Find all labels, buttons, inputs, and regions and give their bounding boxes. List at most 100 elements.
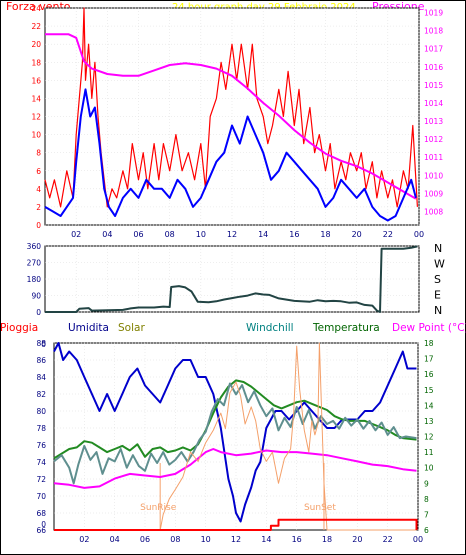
y-left-tick-label: 4 <box>36 185 41 194</box>
y-left-tick-label: 70 <box>36 492 46 501</box>
x-tick-label: 08 <box>165 230 175 239</box>
y-right-tick-label: 1018 <box>424 27 443 36</box>
y-right-tick-label: 1013 <box>424 117 443 126</box>
y-left-tick-label: 8 <box>36 149 41 158</box>
compass-label: N <box>434 242 442 255</box>
y-left-tick-label: 12 <box>31 113 41 122</box>
x-tick-label: 16 <box>289 230 299 239</box>
x-ticks: 02 04 06 08 10 12 14 16 18 20 22 00 <box>71 230 424 239</box>
y-right-tick-label: 1014 <box>424 99 443 108</box>
series-forza-vento-max <box>44 7 418 208</box>
legend-windchill: Windchill <box>246 322 294 334</box>
compass-label: S <box>434 273 441 286</box>
y-left-tick-label: 66 <box>36 526 46 535</box>
y-left-tick-label: 88 <box>36 339 46 348</box>
y-left-tick-label: 82 <box>36 390 46 399</box>
y-right-tick-label: 14 <box>424 401 434 410</box>
x-tick-label: 14 <box>261 535 271 544</box>
x-tick-label: 08 <box>170 535 180 544</box>
y-right-tick-label: 10 <box>424 464 434 473</box>
y-left-tick-label: 80 <box>36 407 46 416</box>
y-left-tick-label: 84 <box>36 373 46 382</box>
series-solar <box>54 342 417 531</box>
legend-temperatura: Temperatura <box>312 322 380 334</box>
series-umidita <box>53 342 417 523</box>
x-tick-label: 22 <box>383 535 393 544</box>
y-left-tick-label: 10 <box>31 131 41 140</box>
y-left-tick-label: 270 <box>27 259 42 268</box>
legend-umidita: Umidita <box>68 322 109 334</box>
series-pioggia <box>54 518 418 531</box>
y-left-tick-label: 74 <box>36 458 46 467</box>
x-tick-label: 18 <box>322 535 332 544</box>
compass-label: W <box>434 258 445 271</box>
y-right-ticks: 1008 1009 1010 1011 1012 1013 1014 1015 1016 1017… <box>424 9 443 217</box>
y-right-tick-label: 1011 <box>424 153 443 162</box>
y-left-tick-label: 20 <box>31 40 41 49</box>
x-tick-label: 12 <box>227 230 237 239</box>
y-left-tick-label: 180 <box>27 275 42 284</box>
x-tick-label: 14 <box>258 230 268 239</box>
legend-pioggia: Pioggia <box>0 322 38 334</box>
x-tick-label: 16 <box>292 535 302 544</box>
y-left-tick-label: 22 <box>31 22 41 31</box>
x-tick-label: 22 <box>383 230 393 239</box>
x-tick-label: 00 <box>413 535 423 544</box>
y-right-tick-label: 11 <box>424 448 434 457</box>
x-tick-label: 10 <box>201 535 211 544</box>
y-left-tick-label: 72 <box>36 475 46 484</box>
y-left-tick-label: 0 <box>36 308 41 317</box>
legend: Pioggia Umidita Solar Windchill Temperatura D… <box>0 322 466 334</box>
y-right-tick-label: 1016 <box>424 63 443 72</box>
series-windchill <box>53 382 417 485</box>
y-right-tick-label: 1015 <box>424 81 443 90</box>
y-right-tick-label: 1012 <box>424 135 443 144</box>
y-left-tick-label: 14 <box>31 94 41 103</box>
y-left-tick-label: 18 <box>31 58 41 67</box>
series-temperatura <box>53 379 417 460</box>
y-right-tick-label: 1017 <box>424 45 443 54</box>
y-left-tick-label: 0 <box>41 520 46 529</box>
x-tick-label: 02 <box>71 230 81 239</box>
series-forza-vento <box>44 88 417 222</box>
y-left-tick-label: 78 <box>36 424 46 433</box>
y-right-tick-label: 13 <box>424 417 434 426</box>
y-right-tick-label: 1009 <box>424 189 443 198</box>
y-right-tick-label: 1010 <box>424 171 443 180</box>
y-left-tick-label: 360 <box>27 242 42 251</box>
y-right-tick-label: 6 <box>424 526 429 535</box>
legend-dew-point-c: Dew Point (°C) <box>392 322 466 334</box>
x-tick-label: 20 <box>352 230 362 239</box>
y-left-tick-label: 90 <box>31 292 41 301</box>
y-right-tick-label: 1008 <box>424 207 443 216</box>
series-pressione <box>45 33 417 200</box>
y-left-tick-label: 0 <box>41 340 46 349</box>
y-left-tick-label: 68 <box>36 509 46 518</box>
y-left-tick-label: 76 <box>36 441 46 450</box>
y-right-tick-label: 12 <box>424 433 434 442</box>
y-left-tick-label: 6 <box>36 167 41 176</box>
x-tick-label: 06 <box>140 535 150 544</box>
y-left-ticks: 0 90 180 270 360 <box>27 242 42 317</box>
series-direzione-vento <box>45 245 418 313</box>
x-tick-label: 12 <box>231 535 241 544</box>
series-group <box>45 245 418 313</box>
y-left-tick-label: 86 <box>36 356 46 365</box>
y-right-tick-label: 8 <box>424 495 429 504</box>
y-right-tick-label: 1019 <box>424 9 443 18</box>
y-right-tick-label: 7 <box>424 510 429 519</box>
grid <box>45 245 420 313</box>
series-group <box>53 342 418 531</box>
y-left-tick-label: 2 <box>36 203 41 212</box>
y-left-tick-label: 16 <box>31 76 41 85</box>
x-ticks: 02 04 06 08 10 12 14 16 18 20 22 00 <box>79 535 423 544</box>
x-tick-label: 10 <box>196 230 206 239</box>
legend-solar: Solar <box>118 322 145 334</box>
